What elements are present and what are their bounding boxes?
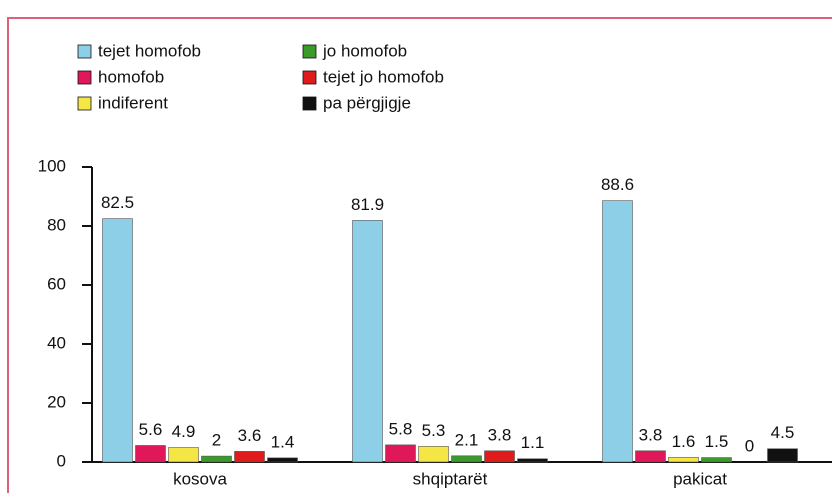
value-label: 5.6 [139, 420, 163, 439]
frame [7, 17, 832, 493]
value-label: 2.1 [455, 430, 479, 449]
value-label: 0 [745, 436, 754, 455]
value-label: 82.5 [101, 193, 134, 212]
bar [352, 220, 383, 463]
bar [484, 450, 515, 463]
legend-swatch [302, 44, 317, 59]
bar [234, 451, 265, 463]
value-label: 81.9 [351, 195, 384, 214]
value-label: 5.3 [422, 421, 446, 440]
bar [418, 446, 449, 463]
value-label: 3.8 [488, 425, 512, 444]
legend-label: indiferent [98, 93, 168, 112]
bar [201, 455, 232, 463]
bar [635, 450, 666, 463]
y-tick-label: 20 [47, 392, 66, 411]
value-label: 2 [212, 431, 221, 450]
value-label: 1.6 [672, 432, 696, 451]
legend-swatch [77, 70, 92, 85]
value-label: 3.8 [639, 425, 663, 444]
bar [102, 218, 133, 463]
value-label: 5.8 [389, 419, 413, 438]
bar [668, 456, 699, 463]
value-label: 4.9 [172, 422, 196, 441]
value-label: 1.1 [521, 433, 545, 452]
value-label: 1.4 [271, 432, 295, 451]
bar [135, 445, 166, 463]
y-tick-label: 80 [47, 215, 66, 234]
bar [267, 457, 298, 463]
legend-label: tejet homofob [98, 41, 201, 60]
legend-label: pa përgjigje [323, 93, 411, 112]
y-tick-label: 0 [57, 451, 66, 470]
y-tick-label: 40 [47, 333, 66, 352]
legend-label: jo homofob [322, 41, 407, 60]
x-tick-label: kosova [173, 469, 227, 488]
bar [602, 200, 633, 463]
y-tick-label: 100 [38, 156, 66, 175]
bar [168, 447, 199, 463]
value-label: 4.5 [771, 423, 795, 442]
x-tick-label: shqiptarët [413, 469, 488, 488]
value-label: 1.5 [705, 432, 729, 451]
y-tick-label: 60 [47, 274, 66, 293]
x-tick-label: pakicat [673, 469, 727, 488]
legend-label: homofob [98, 67, 164, 86]
bar [385, 444, 416, 463]
bar [701, 457, 732, 463]
legend-swatch [77, 44, 92, 59]
bar [517, 458, 548, 463]
bar [451, 455, 482, 463]
legend-swatch [77, 96, 92, 111]
legend-swatch [302, 70, 317, 85]
legend-swatch [302, 96, 317, 111]
value-label: 3.6 [238, 426, 262, 445]
legend-label: tejet jo homofob [323, 67, 444, 86]
bar [767, 448, 798, 463]
value-label: 88.6 [601, 175, 634, 194]
